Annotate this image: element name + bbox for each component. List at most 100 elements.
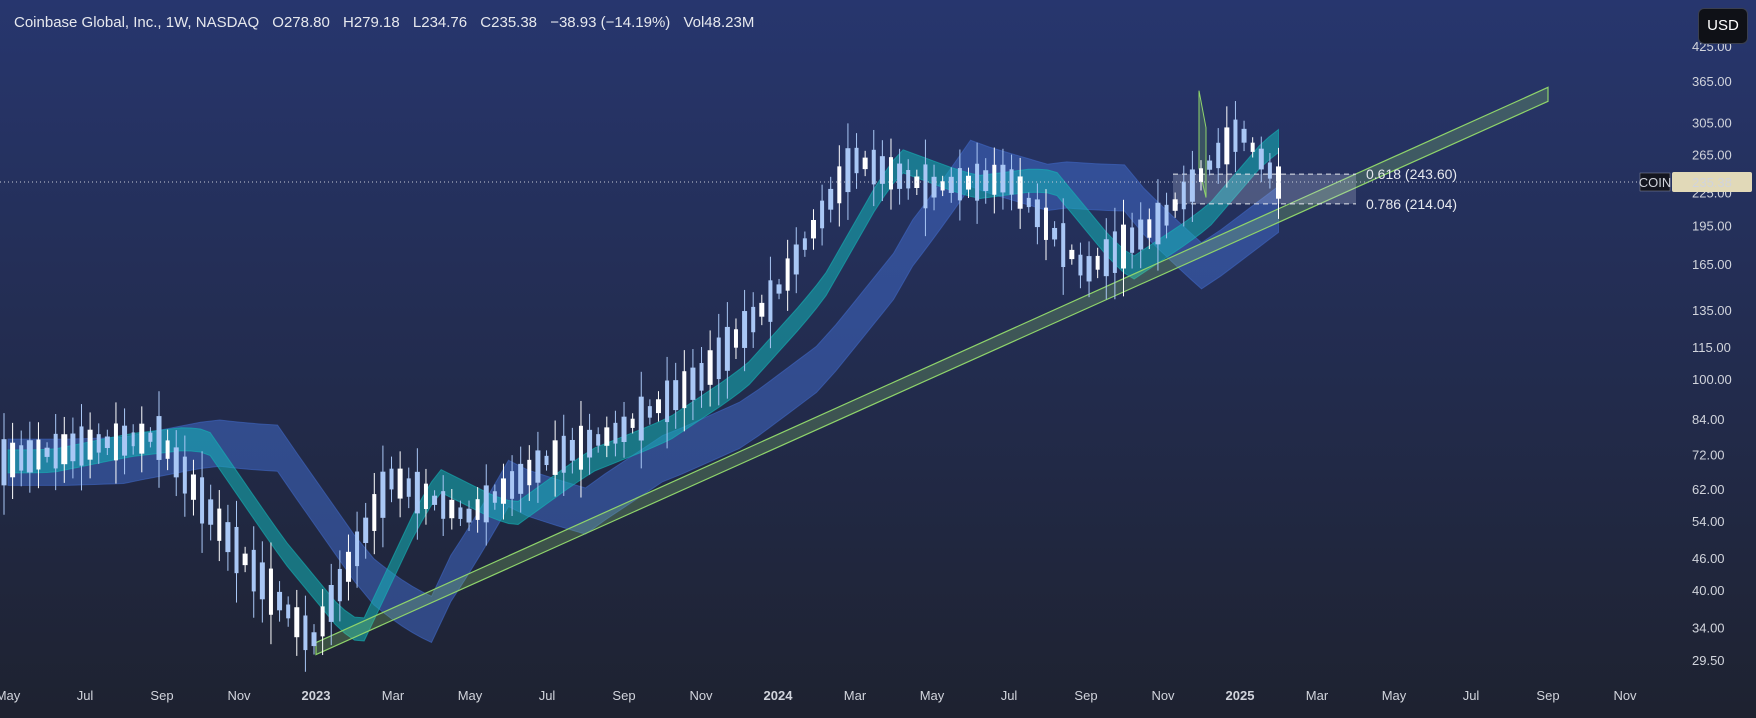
candle[interactable] bbox=[328, 584, 334, 622]
candle[interactable] bbox=[707, 350, 713, 385]
candle[interactable] bbox=[596, 434, 601, 446]
candle[interactable] bbox=[492, 491, 497, 503]
candle[interactable] bbox=[716, 337, 721, 380]
candle[interactable] bbox=[1155, 202, 1161, 245]
candle[interactable] bbox=[1086, 256, 1092, 282]
candle[interactable] bbox=[733, 329, 738, 348]
candle[interactable] bbox=[156, 416, 162, 460]
candle[interactable] bbox=[208, 499, 214, 525]
candle[interactable] bbox=[441, 491, 446, 519]
candle[interactable] bbox=[613, 422, 618, 444]
candle[interactable] bbox=[682, 371, 687, 409]
candle[interactable] bbox=[1198, 168, 1203, 183]
candle[interactable] bbox=[690, 367, 696, 400]
candle[interactable] bbox=[879, 156, 885, 184]
candle[interactable] bbox=[630, 418, 635, 428]
candle[interactable] bbox=[311, 632, 317, 647]
candle[interactable] bbox=[1026, 197, 1031, 208]
candle[interactable] bbox=[1276, 166, 1281, 199]
candle[interactable] bbox=[569, 439, 575, 461]
candle[interactable] bbox=[561, 435, 566, 473]
candle[interactable] bbox=[940, 181, 945, 191]
candle[interactable] bbox=[699, 363, 704, 391]
candle[interactable] bbox=[1241, 128, 1247, 143]
candle[interactable] bbox=[423, 483, 428, 509]
candle[interactable] bbox=[414, 471, 420, 514]
candle[interactable] bbox=[776, 284, 782, 294]
candle[interactable] bbox=[510, 471, 515, 499]
candle[interactable] bbox=[1189, 169, 1195, 202]
candle[interactable] bbox=[26, 440, 33, 473]
candle[interactable] bbox=[552, 440, 558, 475]
candle[interactable] bbox=[837, 166, 842, 204]
candle[interactable] bbox=[1207, 160, 1213, 170]
candle[interactable] bbox=[1017, 176, 1023, 209]
candle[interactable] bbox=[1138, 219, 1144, 250]
candle[interactable] bbox=[544, 455, 549, 466]
candle[interactable] bbox=[742, 311, 748, 348]
candle[interactable] bbox=[259, 562, 265, 600]
candle[interactable] bbox=[785, 258, 790, 291]
candle[interactable] bbox=[104, 436, 110, 449]
candle[interactable] bbox=[975, 163, 980, 201]
candle[interactable] bbox=[1069, 249, 1075, 260]
candle[interactable] bbox=[1120, 224, 1126, 269]
candle[interactable] bbox=[217, 508, 222, 541]
candle[interactable] bbox=[44, 447, 50, 457]
candle[interactable] bbox=[1112, 231, 1117, 273]
candle[interactable] bbox=[286, 604, 291, 619]
candle[interactable] bbox=[647, 406, 652, 418]
candle[interactable] bbox=[957, 168, 962, 201]
candle[interactable] bbox=[793, 244, 799, 275]
candle[interactable] bbox=[389, 468, 394, 490]
candle[interactable] bbox=[10, 442, 16, 478]
candle[interactable] bbox=[862, 157, 868, 170]
candle[interactable] bbox=[1147, 219, 1152, 238]
candle[interactable] bbox=[303, 615, 308, 651]
candle[interactable] bbox=[139, 423, 145, 454]
candle[interactable] bbox=[234, 526, 239, 574]
candle[interactable] bbox=[948, 176, 954, 193]
candle[interactable] bbox=[1078, 254, 1083, 276]
candle[interactable] bbox=[53, 433, 58, 469]
candle[interactable] bbox=[655, 399, 661, 414]
candle[interactable] bbox=[345, 551, 351, 582]
candle[interactable] bbox=[277, 591, 283, 611]
candle[interactable] bbox=[61, 434, 68, 465]
candle[interactable] bbox=[500, 478, 506, 504]
candle[interactable] bbox=[70, 433, 76, 462]
candle[interactable] bbox=[638, 396, 644, 441]
candle[interactable] bbox=[527, 459, 532, 486]
candle[interactable] bbox=[621, 416, 627, 443]
candle[interactable] bbox=[96, 434, 101, 453]
candle[interactable] bbox=[1103, 239, 1109, 277]
candle[interactable] bbox=[992, 164, 997, 195]
candle[interactable] bbox=[1043, 207, 1048, 240]
candle[interactable] bbox=[810, 220, 816, 239]
candle[interactable] bbox=[1164, 204, 1169, 226]
candle[interactable] bbox=[355, 531, 360, 567]
candle[interactable] bbox=[535, 450, 541, 483]
candle[interactable] bbox=[200, 477, 205, 524]
candle[interactable] bbox=[466, 508, 472, 523]
candle[interactable] bbox=[268, 568, 273, 615]
candle[interactable] bbox=[923, 164, 928, 209]
candle[interactable] bbox=[578, 425, 583, 470]
candle[interactable] bbox=[1052, 227, 1058, 240]
candle[interactable] bbox=[820, 200, 825, 229]
candle[interactable] bbox=[1233, 119, 1238, 152]
candle[interactable] bbox=[768, 280, 773, 322]
candle[interactable] bbox=[1061, 223, 1066, 268]
candle[interactable] bbox=[19, 445, 24, 471]
trend-channel[interactable] bbox=[315, 86, 1549, 656]
candle[interactable] bbox=[251, 549, 256, 592]
candle[interactable] bbox=[320, 606, 325, 637]
candle[interactable] bbox=[242, 553, 248, 566]
currency-button[interactable]: USD bbox=[1698, 8, 1748, 44]
candle[interactable] bbox=[1181, 181, 1186, 210]
candle[interactable] bbox=[828, 188, 834, 210]
candle[interactable] bbox=[1095, 255, 1100, 270]
candle[interactable] bbox=[87, 429, 93, 460]
candle[interactable] bbox=[122, 425, 128, 456]
